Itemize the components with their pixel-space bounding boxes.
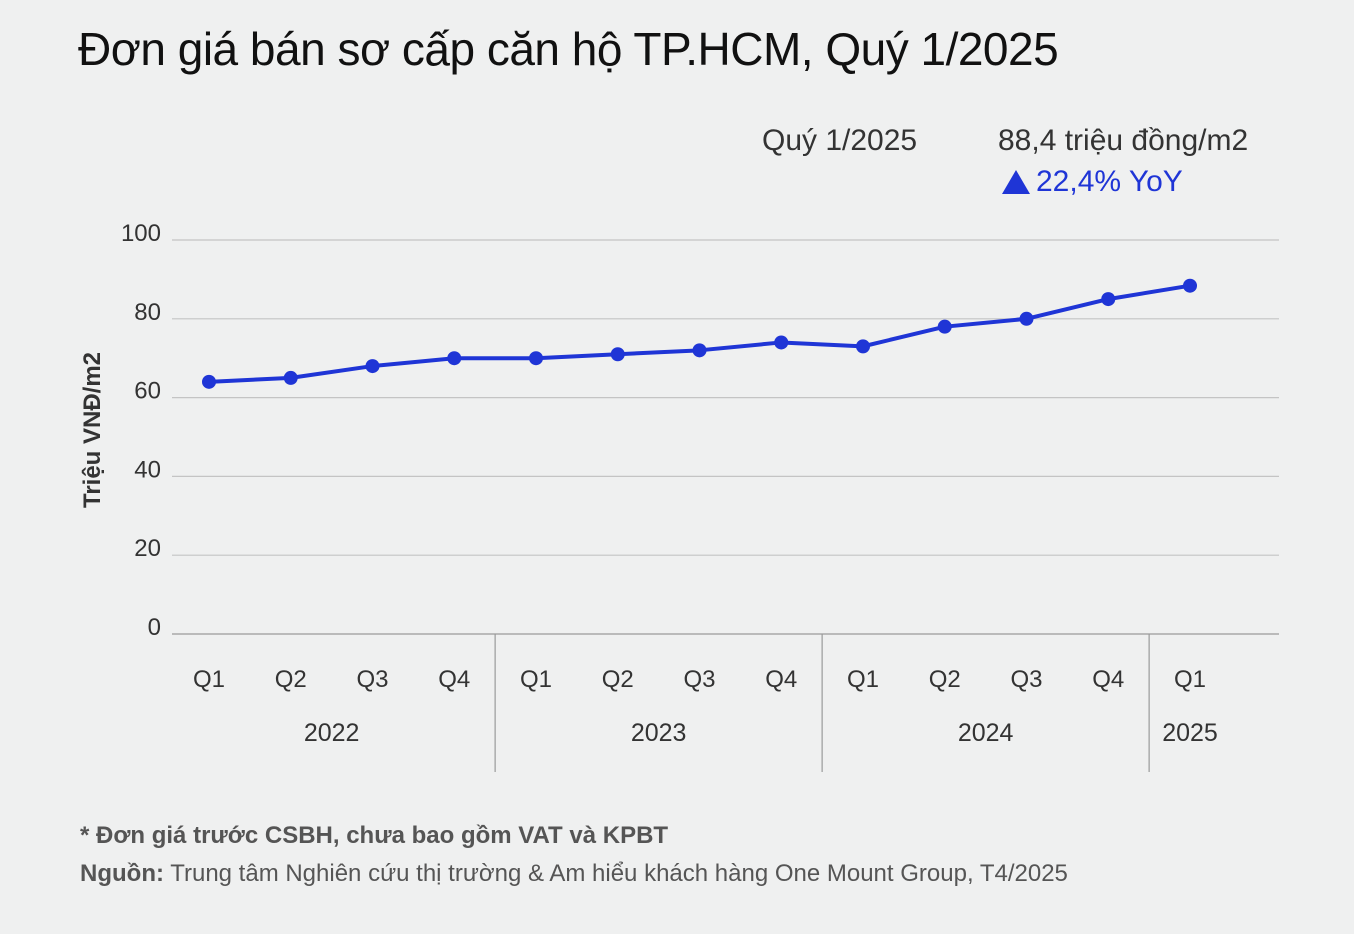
data-point — [365, 359, 380, 374]
data-point — [447, 351, 462, 366]
y-tick-label: 80 — [134, 299, 161, 326]
data-point — [937, 319, 952, 334]
x-tick-label: Q3 — [1010, 666, 1042, 693]
summary-change-label: 22,4% YoY — [1036, 165, 1183, 198]
x-tick-label: Q1 — [520, 666, 552, 693]
summary-value: 88,4 triệu đồng/m2 — [998, 124, 1249, 157]
y-tick-label: 60 — [134, 378, 161, 405]
data-point — [1019, 311, 1034, 326]
x-tick-label: Q2 — [929, 666, 961, 693]
y-axis-label: Triệu VNĐ/m2 — [79, 352, 106, 508]
summary-change: 22,4% YoY — [1002, 165, 1183, 199]
source-note: Nguồn: Trung tâm Nghiên cứu thị trường &… — [80, 860, 1068, 888]
x-tick-label: Q1 — [847, 666, 879, 693]
y-tick-label: 100 — [121, 220, 161, 247]
summary-period: Quý 1/2025 — [762, 124, 918, 157]
data-point — [202, 374, 216, 389]
x-tick-label: Q3 — [356, 666, 388, 693]
y-tick-label: 20 — [134, 535, 161, 562]
data-point — [774, 335, 789, 350]
x-tick-label: Q1 — [1174, 666, 1206, 693]
source-text: Trung tâm Nghiên cứu thị trường & Am hiể… — [170, 860, 1068, 887]
y-tick-label: 0 — [148, 614, 161, 641]
data-point — [283, 370, 298, 385]
y-tick-label: 40 — [134, 456, 161, 483]
x-tick-label: Q4 — [1092, 666, 1124, 693]
x-tick-label: Q2 — [275, 666, 307, 693]
x-group-label: 2022 — [304, 719, 360, 747]
data-point — [1183, 278, 1197, 293]
x-tick-label: Q4 — [765, 666, 797, 693]
data-point — [1101, 292, 1116, 307]
x-group-label: 2024 — [958, 719, 1014, 747]
footnote: * Đơn giá trước CSBH, chưa bao gồm VAT v… — [80, 822, 669, 849]
up-triangle-icon — [1002, 170, 1030, 194]
series-line — [207, 283, 1192, 384]
data-point — [610, 347, 625, 362]
source-label: Nguồn: — [80, 860, 164, 887]
data-point — [529, 351, 543, 366]
x-group-label: 2025 — [1162, 719, 1218, 747]
data-point — [856, 339, 870, 354]
x-tick-label: Q3 — [683, 666, 715, 693]
x-tick-label: Q4 — [438, 666, 470, 693]
x-tick-label: Q1 — [193, 666, 225, 693]
x-tick-label: Q2 — [602, 666, 634, 693]
data-point — [692, 343, 707, 358]
page-title: Đơn giá bán sơ cấp căn hộ TP.HCM, Quý 1/… — [78, 23, 1059, 75]
x-group-label: 2023 — [631, 719, 687, 747]
